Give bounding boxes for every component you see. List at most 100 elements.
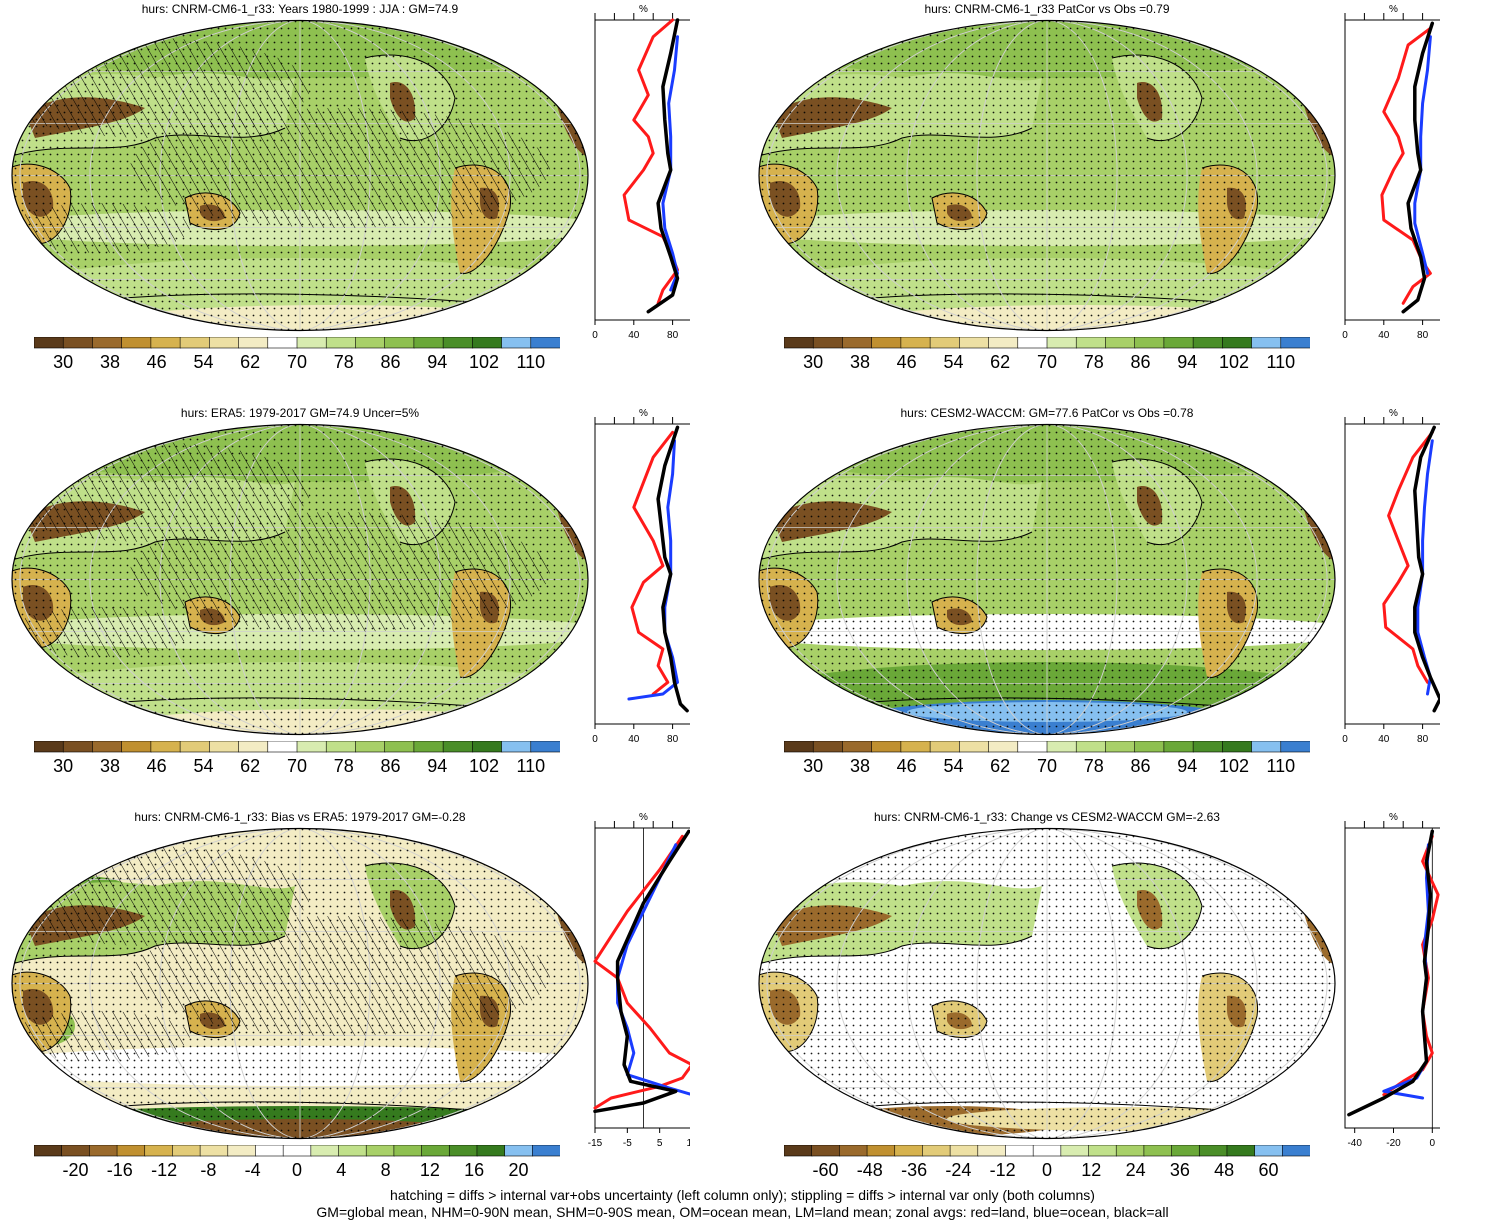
colorbar-swatch <box>228 1145 256 1156</box>
profile-x-label: 0 <box>1430 1138 1436 1149</box>
colorbar-swatch <box>784 741 814 752</box>
colorbar-swatch <box>1281 741 1310 752</box>
profile-x-label: 0 <box>592 330 598 341</box>
colorbar-swatch <box>989 337 1019 348</box>
colorbar-tick-label: 62 <box>240 756 260 777</box>
colorbar-tick-label: 86 <box>380 756 400 777</box>
colorbar-swatch <box>867 1145 895 1156</box>
colorbar-swatch <box>1135 741 1165 752</box>
colorbar-swatch <box>1135 337 1165 348</box>
colorbar-tick-label: -16 <box>107 1160 133 1181</box>
colorbar-swatch <box>89 1145 117 1156</box>
colorbar-tick-label: 86 <box>380 352 400 373</box>
colorbar-swatch <box>34 1145 62 1156</box>
colorbar-tick-label: 38 <box>100 352 120 373</box>
profile-x-label: 40 <box>628 330 640 341</box>
colorbar-swatch <box>311 1145 339 1156</box>
colorbar-tick-label: 94 <box>1177 756 1197 777</box>
profile-unit-label: % <box>1389 4 1398 15</box>
colorbar-swatch <box>505 1145 533 1156</box>
colorbar-swatch <box>901 337 931 348</box>
profile-x-label: 0 <box>1342 330 1348 341</box>
colorbar-swatch <box>1193 337 1223 348</box>
world-map <box>752 826 1342 1141</box>
colorbar-swatch <box>1047 337 1077 348</box>
world-map <box>752 18 1342 333</box>
colorbar-tick-label: 94 <box>427 352 447 373</box>
colorbar-swatch <box>62 1145 90 1156</box>
colorbar-swatch <box>255 1145 283 1156</box>
colorbar-swatch <box>1089 1145 1117 1156</box>
profile-unit-label: % <box>1389 812 1398 823</box>
profile-x-label: -20 <box>1386 1138 1401 1149</box>
colorbar <box>34 337 560 349</box>
colorbar-swatch <box>1144 1145 1172 1156</box>
colorbar-swatch <box>355 741 385 752</box>
colorbar-swatch <box>978 1145 1006 1156</box>
colorbar-tick-label: 20 <box>508 1160 528 1181</box>
colorbar-tick-label: 8 <box>381 1160 391 1181</box>
colorbar-tick-label: 110 <box>1266 352 1295 373</box>
panel-title: hurs: CNRM-CM6-1_r33: Change vs CESM2-WA… <box>752 810 1342 824</box>
world-map <box>5 18 595 333</box>
colorbar-swatch <box>839 1145 867 1156</box>
colorbar-swatch <box>1033 1145 1061 1156</box>
colorbar-swatch <box>34 741 64 752</box>
colorbar-swatch <box>472 741 502 752</box>
colorbar-swatch <box>355 337 385 348</box>
colorbar <box>784 741 1310 753</box>
colorbar-swatch <box>1252 741 1282 752</box>
colorbar-swatch <box>813 337 843 348</box>
profile-x-label: 40 <box>1378 734 1390 745</box>
colorbar-tick-label: 46 <box>147 756 167 777</box>
colorbar-swatch <box>477 1145 505 1156</box>
colorbar-swatch <box>1105 741 1135 752</box>
colorbar-swatch <box>297 337 327 348</box>
colorbar-swatch <box>92 741 122 752</box>
colorbar-swatch <box>1222 337 1252 348</box>
colorbar-swatch <box>422 1145 450 1156</box>
colorbar-swatch <box>63 337 93 348</box>
colorbar-swatch <box>872 337 902 348</box>
colorbar-tick-label: 16 <box>464 1160 484 1181</box>
colorbar-swatch <box>122 741 152 752</box>
stippling-overlay <box>759 21 1335 331</box>
colorbar-tick-label: 12 <box>1081 1160 1101 1181</box>
colorbar-swatch <box>326 741 356 752</box>
colorbar-swatch <box>297 741 327 752</box>
profile-x-label: 40 <box>1378 330 1390 341</box>
colorbar <box>784 337 1310 349</box>
colorbar-swatch <box>1199 1145 1227 1156</box>
colorbar-tick-label: -24 <box>945 1160 971 1181</box>
colorbar-tick-label: -8 <box>200 1160 216 1181</box>
colorbar-tick-label: 102 <box>1219 352 1249 373</box>
colorbar-tick-label: 110 <box>1266 756 1295 777</box>
colorbar-swatch <box>1252 337 1282 348</box>
colorbar-swatch <box>449 1145 477 1156</box>
colorbar-swatch <box>531 337 560 348</box>
colorbar-tick-label: 12 <box>420 1160 440 1181</box>
colorbar-swatch <box>180 337 210 348</box>
colorbar-swatch <box>842 337 872 348</box>
stippling-overlay <box>759 425 1335 735</box>
colorbar-tick-label: 110 <box>516 756 545 777</box>
colorbar-tick-label: -20 <box>62 1160 88 1181</box>
colorbar-swatch <box>1164 337 1194 348</box>
colorbar-tick-label: 30 <box>53 756 73 777</box>
colorbar-swatch <box>1281 337 1310 348</box>
colorbar-swatch <box>34 337 64 348</box>
profile-x-label: 80 <box>667 734 679 745</box>
colorbar-tick-label: -4 <box>245 1160 261 1181</box>
colorbar-swatch <box>385 337 415 348</box>
colorbar-swatch <box>901 741 931 752</box>
colorbar-tick-label: 70 <box>287 352 307 373</box>
colorbar-tick-label: 38 <box>100 756 120 777</box>
profile-x-label: 15 <box>686 1138 690 1149</box>
colorbar-swatch <box>812 1145 840 1156</box>
colorbar-tick-label: 46 <box>147 352 167 373</box>
zonal-profile: %60N30N030S60S04080 <box>580 2 690 352</box>
colorbar-tick-label: 94 <box>427 756 447 777</box>
colorbar-swatch <box>784 337 814 348</box>
